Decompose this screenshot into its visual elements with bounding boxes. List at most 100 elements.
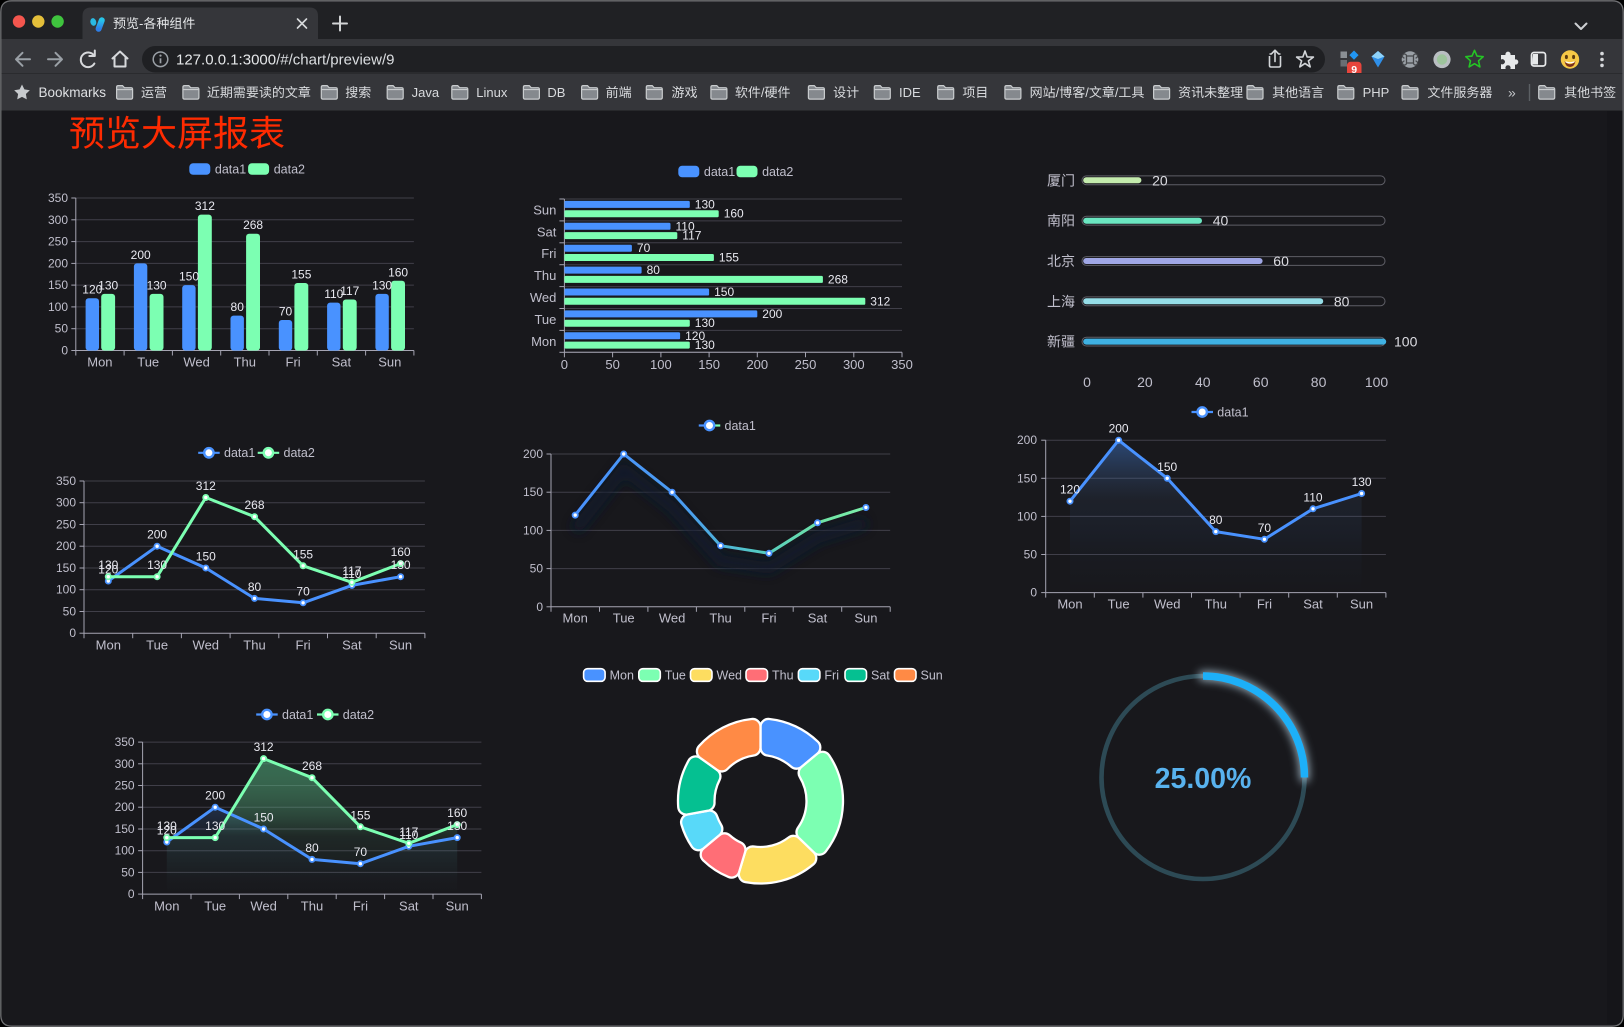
svg-text:Sat: Sat [342, 638, 362, 653]
svg-text:Sun: Sun [1350, 597, 1373, 612]
svg-text:Sat: Sat [871, 669, 890, 683]
svg-text:40: 40 [1213, 213, 1229, 229]
svg-text:117: 117 [682, 229, 701, 243]
svg-text:200: 200 [131, 248, 151, 262]
svg-text:data2: data2 [274, 162, 305, 176]
svg-text:Thu: Thu [301, 899, 323, 914]
svg-text:data1: data1 [215, 162, 246, 176]
svg-text:上海: 上海 [1047, 293, 1075, 309]
svg-text:Wed: Wed [183, 355, 210, 370]
svg-text:160: 160 [388, 265, 408, 279]
svg-text:160: 160 [447, 806, 467, 820]
svg-text:130: 130 [447, 819, 467, 833]
svg-text:100: 100 [115, 844, 135, 858]
svg-text:160: 160 [724, 207, 744, 221]
svg-text:130: 130 [147, 278, 167, 292]
svg-text:北京: 北京 [1047, 253, 1075, 269]
svg-text:Wed: Wed [1154, 597, 1181, 612]
svg-text:350: 350 [48, 191, 68, 205]
svg-text:Sat: Sat [537, 224, 557, 239]
svg-text:130: 130 [157, 819, 177, 833]
svg-text:155: 155 [350, 808, 370, 822]
svg-text:Thu: Thu [772, 669, 794, 683]
svg-text:资讯未整理: 资讯未整理 [1178, 85, 1243, 100]
svg-text:70: 70 [1258, 521, 1272, 535]
svg-text:100: 100 [523, 523, 543, 537]
svg-text:200: 200 [115, 800, 135, 814]
svg-text:Thu: Thu [243, 638, 265, 653]
svg-text:200: 200 [1017, 433, 1037, 447]
svg-text:110: 110 [1303, 490, 1322, 504]
svg-text:data2: data2 [284, 446, 315, 460]
svg-text:Sat: Sat [399, 899, 419, 914]
svg-text:117: 117 [340, 284, 359, 298]
svg-text:117: 117 [342, 564, 361, 578]
svg-text:150: 150 [179, 270, 199, 284]
svg-text:»: » [1508, 85, 1516, 101]
svg-text:268: 268 [828, 272, 848, 286]
svg-text:项目: 项目 [962, 85, 988, 100]
svg-text:50: 50 [530, 562, 544, 576]
svg-text:Thu: Thu [709, 611, 731, 626]
svg-text:155: 155 [291, 268, 311, 282]
svg-text:130: 130 [372, 278, 392, 292]
svg-text:130: 130 [391, 558, 411, 572]
svg-text:50: 50 [121, 865, 135, 879]
svg-text:200: 200 [48, 256, 68, 270]
svg-text:130: 130 [695, 338, 715, 352]
svg-text:150: 150 [115, 822, 135, 836]
svg-text:130: 130 [1352, 475, 1372, 489]
svg-text:120: 120 [1060, 483, 1080, 497]
svg-text:Thu: Thu [534, 268, 556, 283]
svg-text:Tue: Tue [137, 355, 159, 370]
svg-text:200: 200 [762, 307, 782, 321]
svg-text:200: 200 [147, 528, 167, 542]
svg-text:新疆: 新疆 [1047, 334, 1075, 350]
svg-text:350: 350 [891, 357, 913, 372]
svg-text:近期需要读的文章: 近期需要读的文章 [207, 85, 311, 100]
svg-text:Sun: Sun [389, 638, 412, 653]
svg-text:25.00%: 25.00% [1155, 763, 1252, 795]
svg-text:Tue: Tue [1108, 597, 1130, 612]
svg-text:80: 80 [231, 300, 245, 314]
svg-text:Fri: Fri [824, 669, 839, 683]
svg-text:前端: 前端 [606, 85, 632, 100]
svg-text:Fri: Fri [353, 899, 368, 914]
svg-text:Mon: Mon [96, 638, 121, 653]
svg-text:Sun: Sun [921, 669, 943, 683]
svg-text:Tue: Tue [146, 638, 168, 653]
svg-text:312: 312 [196, 479, 216, 493]
svg-text:Tue: Tue [534, 312, 556, 327]
svg-text:0: 0 [69, 626, 76, 640]
svg-text:155: 155 [719, 251, 739, 265]
svg-text:Sat: Sat [332, 355, 352, 370]
svg-text:Mon: Mon [154, 899, 179, 914]
svg-text:南阳: 南阳 [1047, 213, 1075, 229]
svg-text:80: 80 [248, 580, 262, 594]
svg-text:data1: data1 [725, 419, 756, 433]
svg-text:127.0.0.1:3000/#/chart/preview: 127.0.0.1:3000/#/chart/preview/9 [176, 51, 394, 68]
svg-text:Bookmarks: Bookmarks [39, 85, 107, 100]
svg-text:100: 100 [48, 300, 68, 314]
svg-text:100: 100 [56, 583, 76, 597]
svg-text:Thu: Thu [234, 355, 256, 370]
svg-text:其他语言: 其他语言 [1272, 85, 1324, 100]
svg-text:300: 300 [56, 496, 76, 510]
svg-text:Fri: Fri [296, 638, 311, 653]
svg-text:Tue: Tue [613, 611, 635, 626]
svg-text:网站/博客/文章/工具: 网站/博客/文章/工具 [1030, 85, 1145, 100]
svg-text:data1: data1 [224, 446, 255, 460]
svg-text:300: 300 [48, 213, 68, 227]
svg-text:Wed: Wed [530, 290, 557, 305]
svg-text:300: 300 [843, 357, 865, 372]
svg-text:文件服务器: 文件服务器 [1427, 85, 1492, 100]
svg-text:250: 250 [115, 779, 135, 793]
svg-text:312: 312 [195, 199, 215, 213]
svg-text:Sat: Sat [808, 611, 828, 626]
svg-text:0: 0 [1083, 374, 1091, 390]
svg-text:data2: data2 [343, 708, 374, 722]
svg-text:运营: 运营 [141, 85, 167, 100]
svg-text:70: 70 [354, 845, 368, 859]
svg-text:312: 312 [254, 740, 274, 754]
svg-text:130: 130 [147, 558, 167, 572]
